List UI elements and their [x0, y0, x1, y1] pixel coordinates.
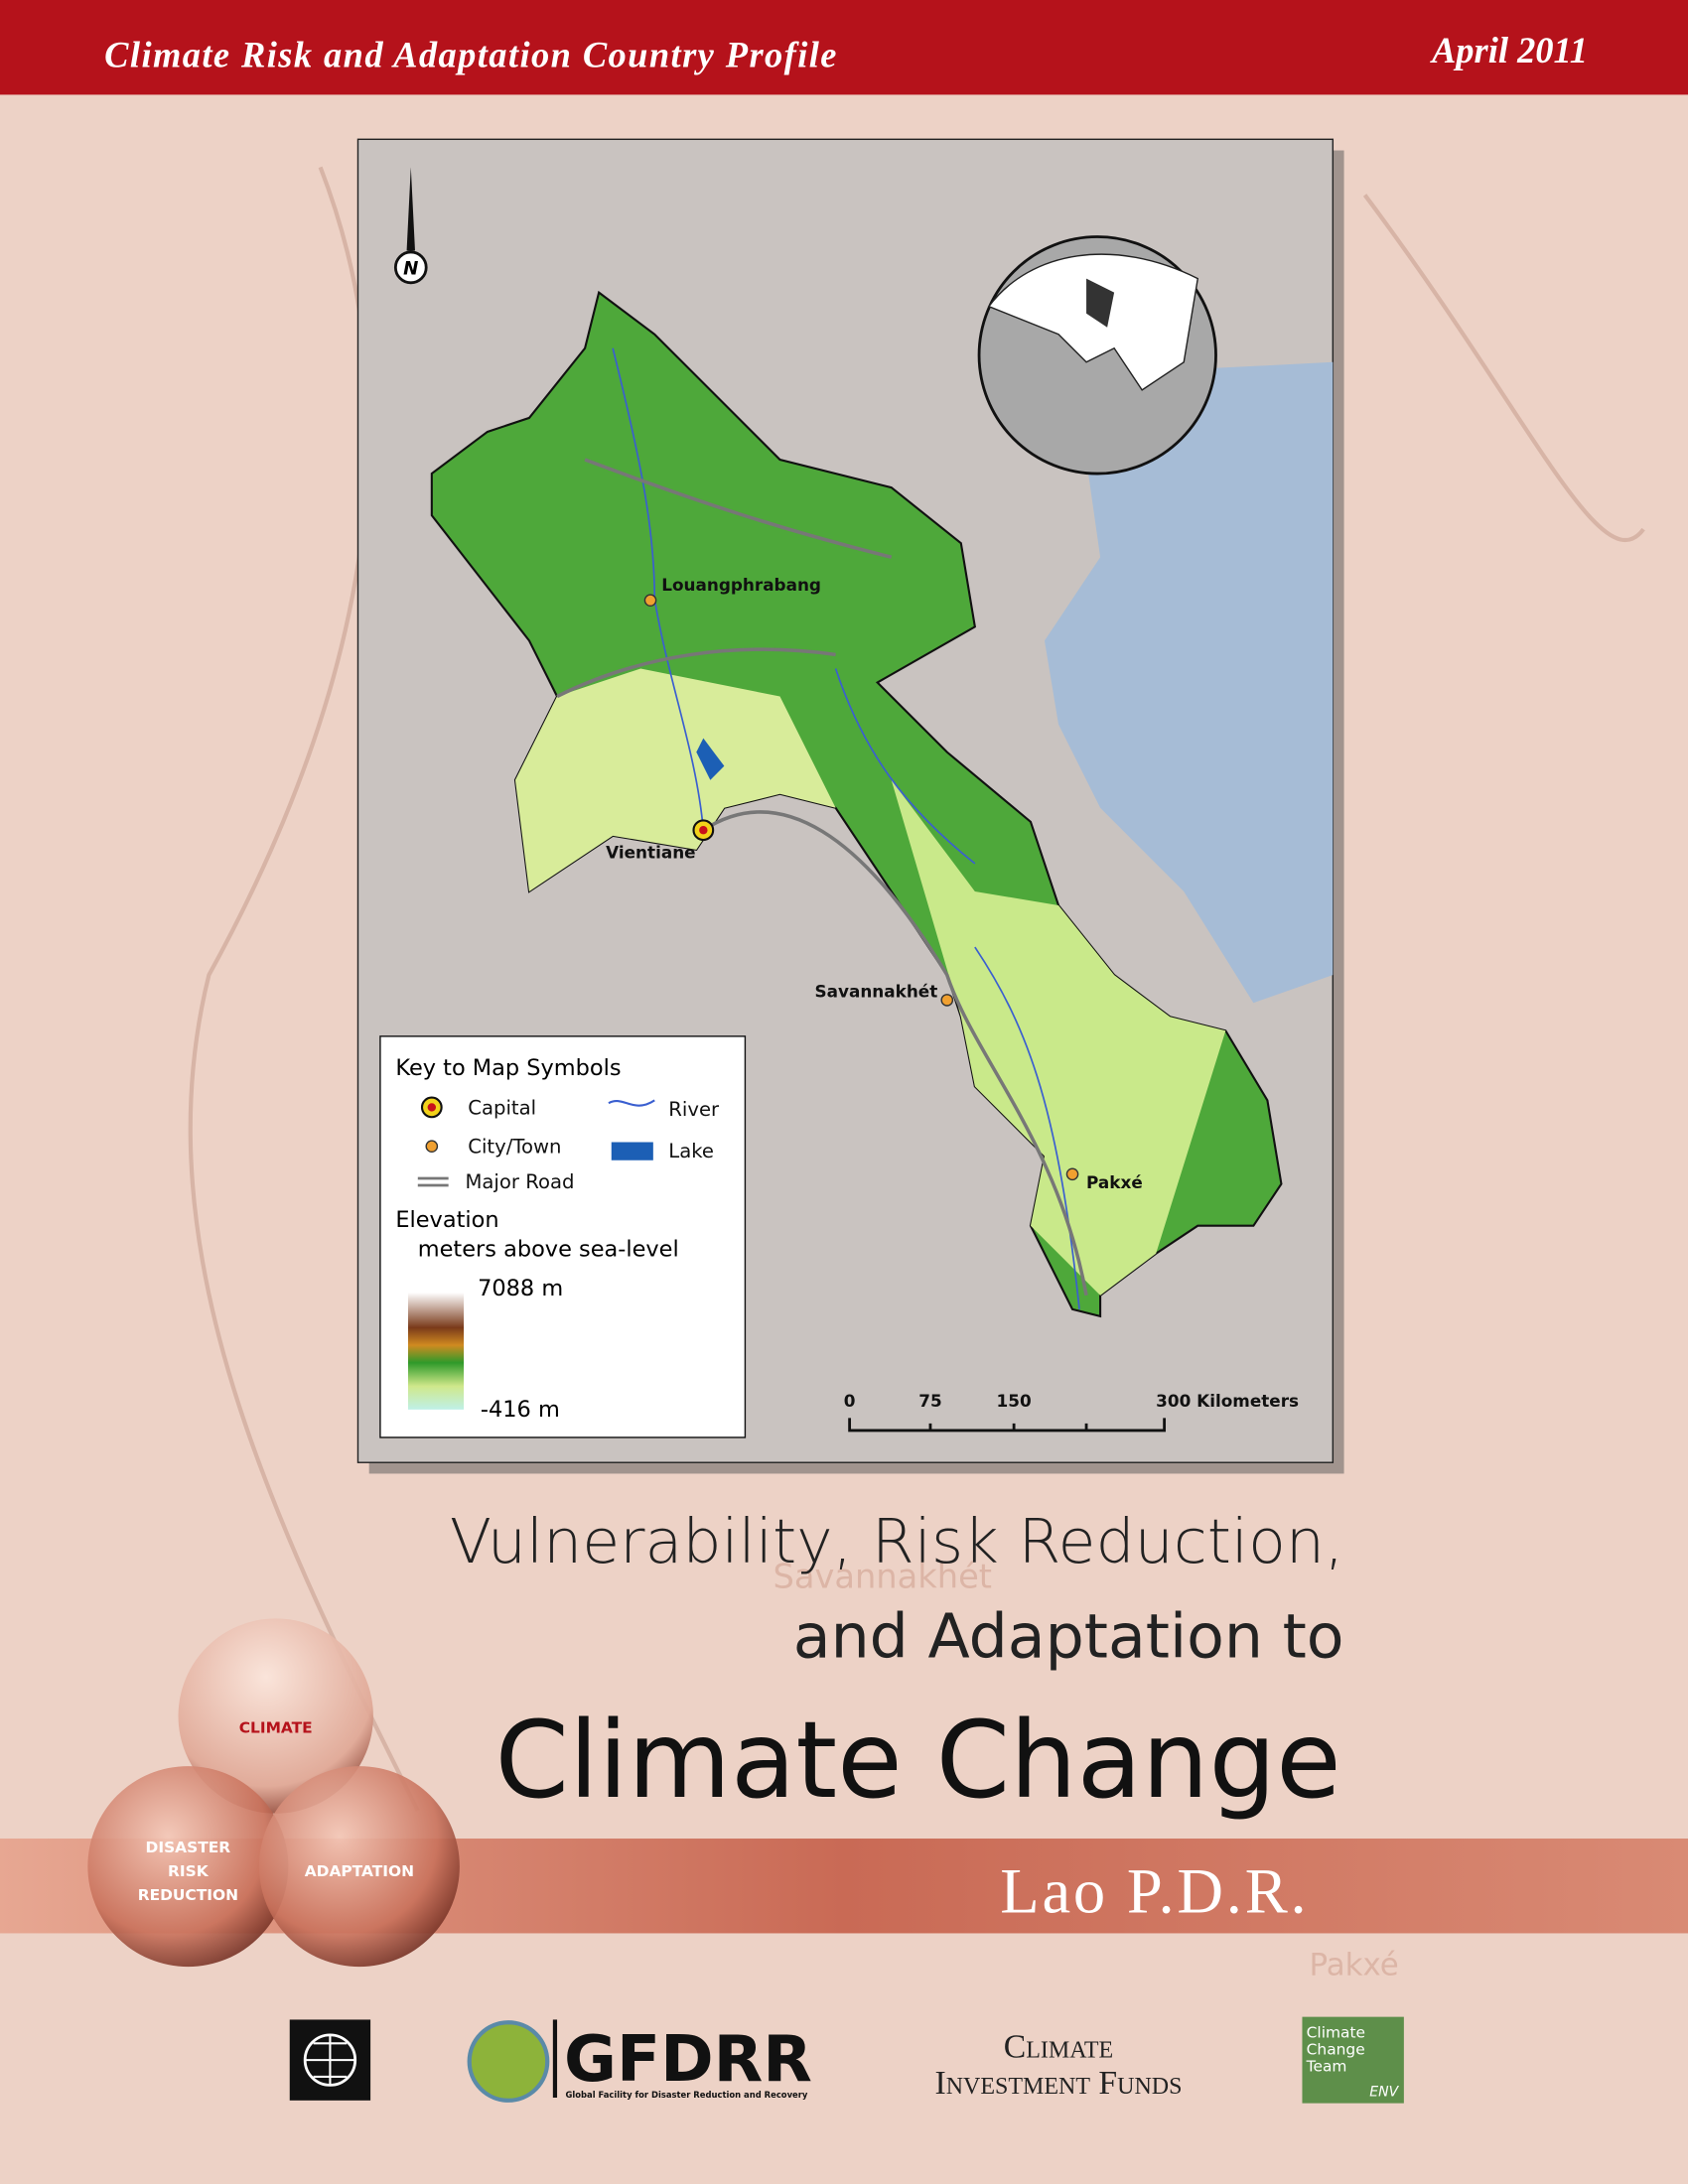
cct-logo	[1302, 2016, 1404, 2104]
venn-circle	[178, 1618, 373, 1814]
gfdrr-emblem	[467, 2020, 550, 2103]
legend-label: Lake	[668, 1140, 714, 1162]
city-label: Pakxé	[1086, 1172, 1143, 1192]
title-line: and Adaptation to	[793, 1601, 1344, 1673]
legend-elevation-title: Elevation	[395, 1207, 498, 1233]
scale-label: 0	[844, 1391, 856, 1411]
legend-city-icon	[425, 1140, 439, 1154]
title-line: Vulnerability, Risk Reduction,	[450, 1506, 1344, 1577]
legend-label: City/Town	[468, 1136, 561, 1159]
cct-text: ENV	[1369, 2085, 1399, 2101]
watermark: Savannakhét	[773, 1557, 992, 1595]
elevation-min: -416 m	[481, 1397, 560, 1423]
venn-circle	[258, 1766, 460, 1968]
legend-title: Key to Map Symbols	[395, 1055, 621, 1081]
venn-circle	[87, 1766, 289, 1968]
city-label: Savannakhét	[815, 982, 938, 1002]
venn-label: REDUCTION	[138, 1886, 238, 1904]
header-bar	[0, 0, 1688, 95]
world-bank-globe-lines	[305, 2034, 355, 2086]
watermark: Pakxé	[1309, 1948, 1398, 1983]
city-marker	[643, 594, 657, 608]
cct-text: Change	[1307, 2041, 1365, 2059]
city-marker	[1065, 1167, 1079, 1181]
north-label: N	[403, 258, 418, 279]
sea	[1044, 361, 1334, 1004]
elevation-max: 7088 m	[478, 1276, 563, 1301]
scale-bar	[848, 1418, 1167, 1433]
capital-marker-core	[699, 826, 708, 835]
legend-elevation-subtitle: meters above sea-level	[418, 1237, 679, 1263]
scale-label: 75	[918, 1391, 941, 1411]
gfdrr-subtitle: Global Facility for Disaster Reduction a…	[565, 2090, 807, 2100]
legend-lake-icon	[611, 1142, 653, 1160]
legend-label: Capital	[468, 1096, 536, 1119]
venn-label: CLIMATE	[239, 1718, 313, 1736]
legend-river-icon	[608, 1099, 655, 1107]
country-name: Lao P.D.R.	[1000, 1854, 1309, 1926]
lake	[696, 738, 725, 780]
cct-text: Team	[1306, 2057, 1347, 2075]
city-label: Vientiane	[606, 842, 695, 862]
lowland	[514, 668, 836, 891]
cct-text: Climate	[1307, 2024, 1365, 2042]
cif-logo: Investment Funds	[935, 2065, 1183, 2102]
scale-label: 300 Kilometers	[1156, 1391, 1299, 1411]
legend-label: River	[668, 1098, 720, 1121]
legend-capital-icon	[427, 1103, 437, 1112]
scale-label: 150	[997, 1391, 1032, 1411]
cif-logo: Climate	[1004, 2028, 1113, 2065]
legend-road-icon	[417, 1176, 449, 1187]
north-arrow	[406, 167, 415, 251]
globe-land	[987, 253, 1199, 391]
venn-label: ADAPTATION	[305, 1862, 414, 1880]
north-circle	[393, 250, 428, 285]
globe-laos	[1086, 278, 1115, 328]
gfdrr-logo: GFDRR	[564, 2022, 812, 2097]
header-date: April 2011	[1430, 31, 1588, 70]
title-main: Climate Change	[495, 1700, 1341, 1823]
venn-label: RISK	[168, 1862, 210, 1880]
elevation-ramp	[407, 1293, 465, 1410]
city-label: Louangphrabang	[661, 575, 821, 595]
venn-label: DISASTER	[146, 1839, 231, 1856]
lowland	[891, 779, 1226, 1296]
header-title: Climate Risk and Adaptation Country Prof…	[104, 35, 838, 74]
city-marker	[940, 994, 954, 1007]
gfdrr-divider	[552, 2019, 558, 2099]
road	[556, 458, 1088, 1297]
legend-label: Major Road	[465, 1170, 574, 1193]
